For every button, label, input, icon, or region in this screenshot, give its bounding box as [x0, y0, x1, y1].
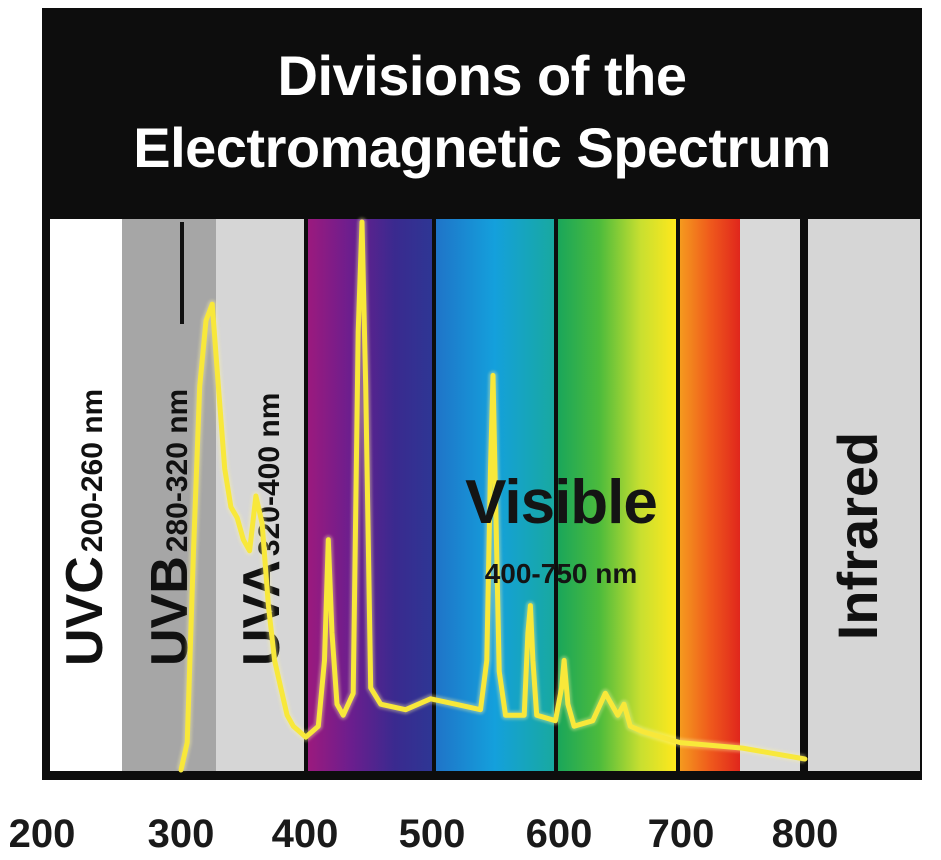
x-tick-200: 200 — [8, 812, 76, 856]
uvc-name: UVC — [56, 556, 114, 666]
emission-curve-line — [178, 219, 808, 773]
green-yellow-band — [558, 219, 676, 771]
title-line-1: Divisions of the — [277, 44, 687, 107]
emission-curve-layer — [176, 217, 808, 773]
uvb-band — [122, 219, 216, 771]
uva-range: 320-400 nm — [253, 393, 286, 556]
uvb-range: 280-320 nm — [161, 389, 194, 552]
spectrum-chart: UVC200-260 nm UVB280-320 nm UVA320-400 n… — [50, 217, 920, 773]
near-infrared-band — [740, 219, 800, 771]
infrared-band — [808, 219, 920, 771]
chart-header: Divisions of the Electromagnetic Spectru… — [42, 8, 922, 214]
x-tick-700: 700 — [647, 812, 715, 856]
visible-range-label: 400-750 nm — [484, 558, 638, 589]
infrared-label: Infrared — [826, 432, 889, 641]
orange-red-band — [680, 219, 740, 771]
x-tick-300: 300 — [147, 812, 215, 856]
x-tick-400: 400 — [271, 812, 339, 856]
title-line-2: Electromagnetic Spectrum — [133, 116, 831, 179]
x-tick-600: 600 — [525, 812, 593, 856]
x-tick-500: 500 — [398, 812, 466, 856]
infrared-name: Infrared — [826, 432, 889, 641]
x-tick-800: 800 — [771, 812, 839, 856]
uvc-range: 200-260 nm — [76, 389, 109, 552]
uvc-band — [50, 219, 122, 771]
visible-label: Visible — [465, 468, 658, 537]
uvc-label: UVC 200-260 nm — [56, 389, 114, 666]
